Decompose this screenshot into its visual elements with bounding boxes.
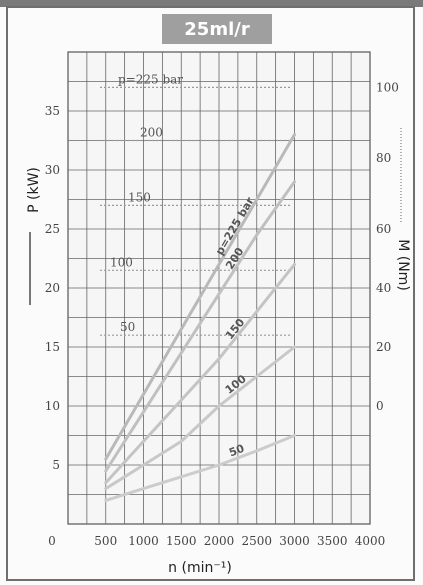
y-left-tick-label: 5 (52, 458, 60, 472)
y-right-tick-label: 60 (376, 222, 391, 236)
torque-line-label: 200 (140, 126, 163, 140)
power-curve-label: 50 (227, 442, 246, 460)
y-axis-right-ticks: 0 20 40 60 80 100 (376, 80, 399, 413)
power-curve-line (104, 262, 296, 485)
y-right-tick-label: 80 (376, 151, 391, 165)
power-curve-line (104, 133, 296, 461)
y-left-tick-label: 15 (45, 340, 60, 354)
top-frame-bar (0, 0, 423, 7)
power-curve-line (104, 180, 296, 473)
x-tick-label: 1500 (166, 534, 197, 548)
x-tick-label: 1000 (128, 534, 159, 548)
chart-title-badge: 25ml/r (162, 14, 272, 44)
chart-frame (6, 6, 415, 581)
x-tick-label: 3000 (279, 534, 310, 548)
y-axis-right-label: M (Nm) (395, 239, 411, 291)
x-tick-label: 3500 (317, 534, 348, 548)
x-tick-label: 2000 (204, 534, 235, 548)
y-left-tick-label: 10 (45, 399, 60, 413)
x-tick-label: 2500 (241, 534, 272, 548)
torque-reference-lines: p=225 bar 200 150 100 50 (100, 72, 290, 336)
y-axis-left-ticks: 5 10 15 20 25 30 35 (45, 104, 60, 472)
torque-line-label: 150 (128, 190, 151, 204)
y-left-tick-label: 35 (45, 104, 60, 118)
torque-line-label: 50 (120, 320, 135, 334)
y-right-tick-label: 40 (376, 281, 391, 295)
torque-line-label: 100 (110, 255, 133, 269)
x-tick-label: 0 (48, 534, 56, 548)
power-curve-line (104, 345, 296, 491)
x-axis-label: n (min⁻¹) (168, 560, 232, 576)
y-axis-left-label: P (kW) (26, 167, 42, 213)
y-left-tick-label: 30 (45, 163, 60, 177)
x-tick-label: 500 (94, 534, 117, 548)
x-axis-ticks: 0 500 1000 1500 2000 2500 3000 3500 4000 (48, 534, 385, 548)
y-left-tick-label: 25 (45, 222, 60, 236)
torque-line-label: p=225 bar (118, 72, 183, 86)
y-right-tick-label: 20 (376, 340, 391, 354)
y-left-tick-label: 20 (45, 281, 60, 295)
chart-grid (67, 51, 371, 525)
y-right-tick-label: 100 (376, 80, 399, 94)
x-tick-label: 4000 (355, 534, 386, 548)
y-right-tick-label: 0 (376, 399, 384, 413)
power-curve-line (104, 434, 296, 502)
